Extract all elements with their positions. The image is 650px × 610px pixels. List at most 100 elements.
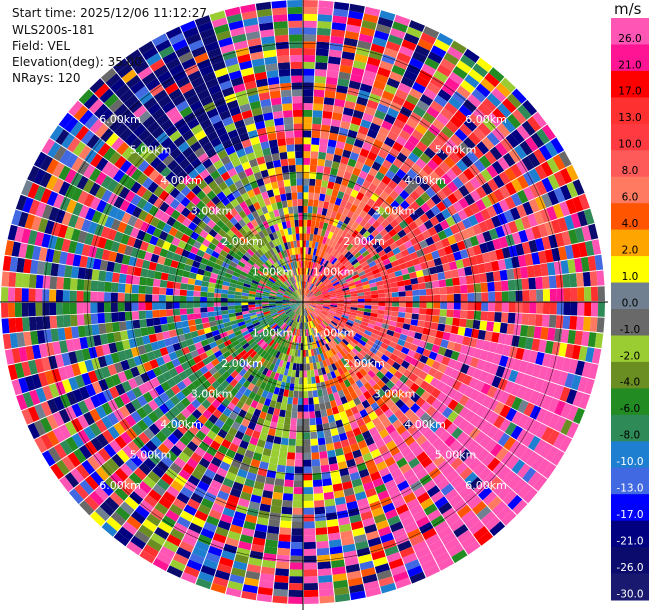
velocity-gate	[276, 306, 284, 310]
velocity-gate	[271, 239, 278, 247]
velocity-gate	[374, 186, 384, 197]
velocity-gate	[165, 106, 179, 119]
velocity-gate	[336, 305, 344, 309]
velocity-gate	[320, 288, 328, 293]
velocity-gate	[230, 198, 240, 208]
velocity-gate	[287, 355, 292, 363]
velocity-gate	[314, 369, 319, 377]
velocity-gate	[341, 258, 349, 266]
velocity-gate	[463, 168, 475, 181]
velocity-gate	[464, 540, 481, 555]
velocity-gate	[285, 309, 292, 315]
velocity-gate	[342, 328, 350, 335]
velocity-gate	[227, 494, 240, 505]
velocity-gate	[455, 221, 466, 232]
velocity-gate	[440, 339, 449, 349]
velocity-gate	[385, 302, 393, 307]
velocity-gate	[466, 284, 475, 293]
velocity-gate	[296, 302, 303, 306]
velocity-gate	[223, 233, 232, 242]
velocity-gate	[385, 424, 396, 435]
velocity-gate	[111, 312, 119, 323]
velocity-gate	[254, 274, 262, 281]
velocity-gate	[378, 165, 389, 176]
velocity-gate	[330, 233, 338, 241]
velocity-gate	[244, 345, 252, 353]
velocity-gate	[176, 380, 187, 391]
velocity-gate	[262, 559, 276, 569]
velocity-gate	[344, 452, 354, 461]
velocity-gate	[327, 313, 335, 318]
velocity-gate	[320, 311, 328, 316]
velocity-gate	[463, 423, 476, 436]
velocity-gate	[383, 47, 399, 59]
velocity-gate	[64, 265, 73, 278]
velocity-gate	[72, 338, 82, 351]
velocity-gate	[527, 376, 538, 390]
velocity-gate	[240, 327, 248, 334]
velocity-gate	[155, 431, 168, 443]
velocity-gate	[170, 445, 183, 457]
velocity-gate	[1, 302, 9, 318]
velocity-gate	[200, 307, 208, 313]
velocity-gate	[340, 222, 348, 231]
velocity-gate	[495, 142, 508, 157]
velocity-gate	[496, 505, 512, 521]
velocity-gate	[210, 456, 222, 468]
velocity-gate	[303, 302, 310, 305]
velocity-gate	[113, 531, 130, 547]
velocity-gate	[303, 459, 312, 467]
velocity-gate	[172, 374, 183, 385]
velocity-gate	[265, 361, 272, 370]
velocity-gate	[32, 344, 42, 360]
velocity-gate	[349, 268, 357, 275]
velocity-gate	[303, 473, 313, 481]
velocity-gate	[106, 458, 120, 472]
velocity-gate	[501, 510, 517, 526]
velocity-gate	[225, 383, 234, 393]
velocity-gate	[116, 449, 130, 463]
velocity-gate	[211, 502, 225, 514]
velocity-gate	[327, 254, 333, 262]
velocity-gate	[112, 183, 125, 196]
velocity-gate	[95, 171, 107, 186]
velocity-gate	[334, 496, 346, 506]
velocity-gate	[239, 235, 248, 244]
velocity-gate	[540, 263, 549, 277]
velocity-gate	[497, 333, 507, 345]
velocity-gate	[276, 319, 283, 325]
velocity-gate	[173, 522, 188, 535]
velocity-gate	[314, 82, 326, 91]
velocity-gate	[49, 276, 58, 290]
velocity-gate	[118, 526, 134, 541]
velocity-gate	[117, 371, 128, 383]
velocity-gate	[528, 350, 538, 364]
velocity-gate	[484, 218, 495, 231]
velocity-gate	[419, 355, 429, 364]
velocity-gate	[309, 418, 316, 426]
velocity-gate	[403, 279, 412, 286]
velocity-gate	[334, 197, 342, 206]
velocity-gate	[84, 324, 93, 337]
velocity-gate	[145, 78, 161, 91]
velocity-gate	[380, 241, 390, 250]
velocity-gate	[200, 118, 213, 130]
velocity-gate	[22, 317, 30, 332]
velocity-gate	[360, 26, 375, 37]
velocity-gate	[56, 276, 64, 290]
velocity-gate	[358, 235, 366, 244]
velocity-gate	[290, 334, 295, 342]
velocity-gate	[268, 320, 276, 327]
velocity-gate	[186, 302, 194, 309]
velocity-gate	[244, 280, 252, 285]
velocity-gate	[277, 309, 285, 314]
velocity-gate	[386, 77, 400, 89]
velocity-gate	[391, 233, 401, 242]
velocity-gate	[130, 510, 146, 525]
velocity-gate	[371, 161, 382, 171]
velocity-gate	[127, 215, 138, 227]
velocity-gate	[239, 534, 254, 544]
velocity-gate	[162, 331, 171, 340]
velocity-gate	[304, 288, 306, 296]
velocity-gate	[385, 153, 396, 164]
